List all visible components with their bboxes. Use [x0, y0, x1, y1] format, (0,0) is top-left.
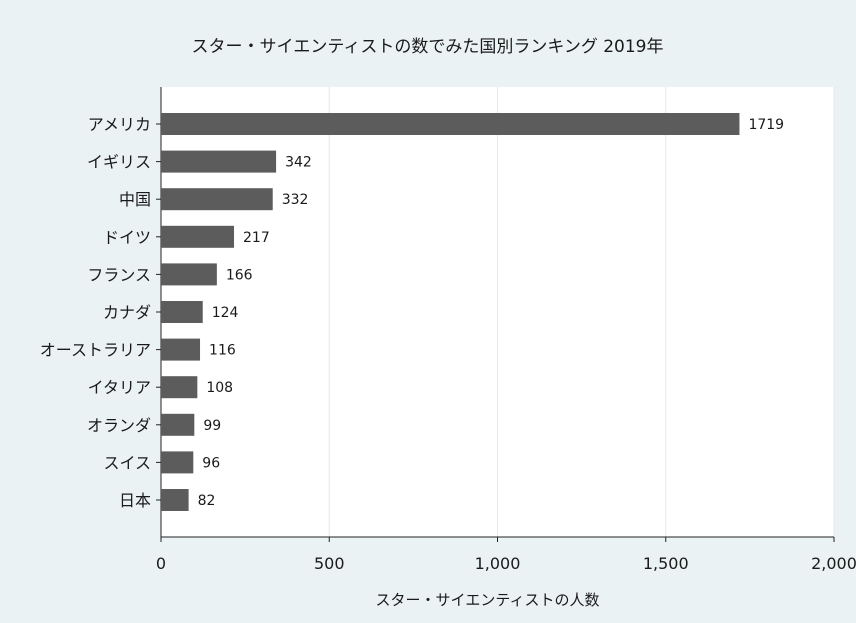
category-label-2: 中国	[119, 190, 151, 209]
bar-7	[161, 376, 198, 399]
chart-title: スター・サイエンティストの数でみた国別ランキング 2019年	[192, 37, 664, 57]
category-label-0: アメリカ	[88, 115, 151, 134]
bar-9	[161, 451, 194, 474]
value-label-3: 217	[243, 230, 270, 246]
bar-3	[161, 225, 235, 248]
bar-8	[161, 413, 195, 436]
x-tick-label-3: 1,500	[643, 554, 689, 573]
bar-2	[161, 188, 273, 211]
value-label-2: 332	[282, 192, 309, 208]
value-label-8: 99	[203, 418, 221, 434]
x-tick-label-0: 0	[156, 554, 166, 573]
x-tick-label-1: 500	[314, 554, 345, 573]
category-label-4: フランス	[87, 265, 151, 284]
value-label-0: 1719	[748, 117, 784, 133]
category-label-6: オーストラリア	[40, 341, 151, 360]
bar-5	[161, 301, 203, 323]
x-axis-title: スター・サイエンティストの人数	[376, 591, 600, 609]
value-label-7: 108	[206, 380, 233, 396]
bar-6	[161, 338, 201, 361]
category-label-8: オランダ	[87, 416, 151, 435]
category-label-3: ドイツ	[103, 228, 151, 247]
category-label-7: イタリア	[88, 378, 151, 397]
x-tick-label-4: 2,000	[811, 554, 856, 573]
category-label-5: カナダ	[103, 303, 151, 322]
bar-4	[161, 263, 217, 286]
value-label-9: 96	[202, 455, 220, 471]
category-label-9: スイス	[103, 453, 151, 472]
x-tick-label-2: 1,000	[475, 554, 521, 573]
bar-0	[161, 113, 740, 135]
category-label-1: イギリス	[87, 153, 151, 172]
value-label-1: 342	[285, 155, 312, 171]
value-label-5: 124	[212, 305, 239, 321]
value-label-6: 116	[209, 343, 236, 359]
bar-1	[161, 150, 277, 173]
bar-10	[161, 489, 189, 511]
category-label-10: 日本	[119, 491, 151, 510]
value-label-4: 166	[226, 267, 253, 283]
value-label-10: 82	[198, 493, 216, 509]
